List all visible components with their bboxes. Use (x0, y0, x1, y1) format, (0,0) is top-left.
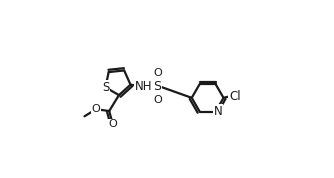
Text: S: S (154, 80, 162, 93)
Text: N: N (214, 105, 222, 118)
Text: NH: NH (135, 80, 153, 93)
Text: O: O (153, 95, 162, 105)
Text: Cl: Cl (229, 90, 240, 103)
Text: S: S (102, 81, 109, 94)
Text: O: O (92, 104, 100, 114)
Text: O: O (108, 119, 117, 129)
Text: O: O (153, 68, 162, 78)
